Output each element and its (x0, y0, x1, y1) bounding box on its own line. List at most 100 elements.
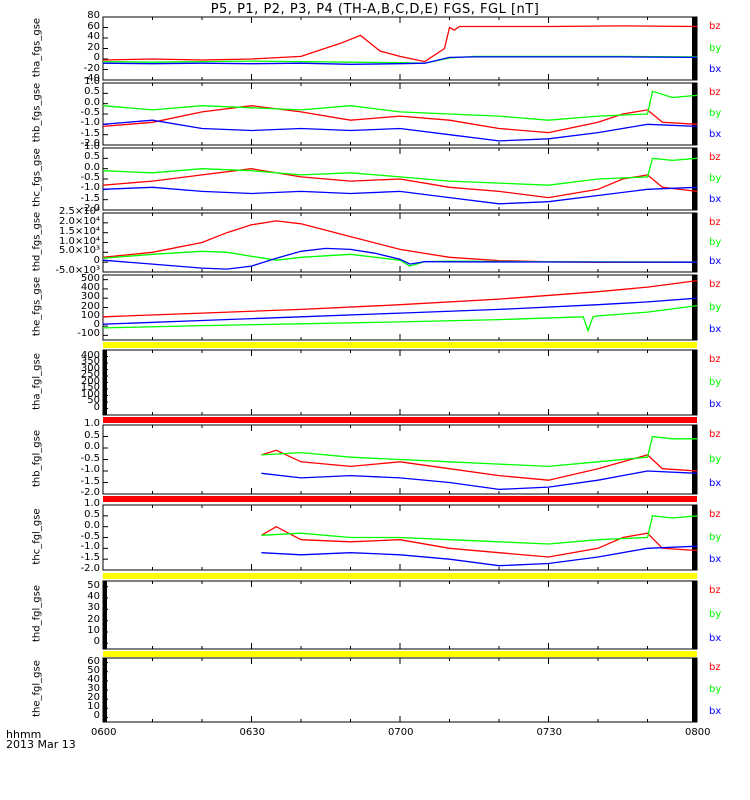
y-tick-label: 10 (87, 625, 100, 636)
y-tick-label: 0 (93, 319, 100, 331)
y-tick-label: 1.0×10⁴ (58, 235, 100, 247)
y-tick-label: 30 (87, 602, 100, 614)
y-tick-label: 300 (80, 362, 100, 374)
panel-frame (102, 657, 698, 723)
series-line-by (102, 157, 698, 186)
y-tick-label: -0.5 (80, 172, 100, 183)
y-tick-label: 0 (93, 401, 100, 413)
y-tick-label: 0.0 (84, 519, 100, 531)
y-tick-label: -1.0 (80, 541, 100, 553)
y-tick-label: -1.0 (80, 464, 100, 475)
panel-frame (102, 274, 698, 341)
y-tick-label: -2.0 (80, 138, 100, 149)
legend-entry-bz: bz (709, 87, 721, 98)
left-edge-ticks (103, 658, 107, 722)
y-tick-label: -0.5 (80, 530, 100, 542)
y-tick-label: -1.5 (80, 192, 100, 204)
y-tick-label: -2.0 (80, 487, 100, 498)
y-tick-label: 1.0 (84, 141, 100, 152)
series-line-bx (261, 545, 698, 567)
legend-entry-bx: bx (709, 64, 722, 75)
series-line-bx (102, 247, 698, 270)
series-line-by (261, 515, 698, 545)
y-axis-label: thd_fgs_gse (31, 211, 43, 271)
status-bar-segment (249, 417, 697, 423)
right-edge-ticks (692, 425, 697, 494)
y-axis-label: tha_fgl_gse (31, 352, 43, 410)
legend-entry-bz: bz (709, 429, 721, 440)
time-axis-unit-label: hhmm (6, 728, 42, 741)
legend-entry-by: by (709, 684, 722, 695)
y-tick-label: 1.0 (84, 418, 100, 429)
y-tick-label: 0 (93, 52, 100, 63)
x-tick-label: 0800 (685, 727, 711, 738)
y-tick-label: 2.5×10⁴ (58, 206, 100, 217)
y-tick-label: 1.5×10⁴ (58, 225, 100, 237)
y-tick-label: 350 (80, 356, 100, 367)
series-line-bx (102, 56, 698, 65)
legend-entry-by: by (709, 42, 722, 54)
y-tick-label: 20 (87, 41, 100, 53)
panel-frame (102, 212, 698, 273)
y-axis-label: thb_fgs_gse (31, 82, 43, 143)
legend-entry-bz: bz (709, 662, 721, 673)
status-bar-segment (249, 496, 697, 502)
y-tick-label: -2.0 (80, 563, 100, 574)
status-bar-segment (103, 342, 697, 348)
y-tick-label: 0.5 (84, 429, 100, 441)
y-tick-label: 1.0 (84, 498, 100, 509)
panel-frame (102, 349, 698, 416)
legend-entry-by: by (709, 173, 722, 184)
y-tick-label: 100 (80, 309, 100, 321)
legend-entry-by: by (709, 236, 722, 248)
y-tick-label: -1.0 (80, 117, 100, 129)
series-line-bz (102, 220, 697, 263)
y-tick-label: -100 (77, 328, 100, 340)
legend-entry-by: by (709, 376, 722, 388)
series-line-bx (261, 470, 698, 491)
right-edge-ticks (692, 83, 697, 145)
y-tick-label: -1.5 (80, 475, 100, 487)
y-tick-label: -40 (83, 73, 100, 84)
right-edge-ticks (692, 17, 697, 80)
y-tick-label: 0.5 (84, 151, 100, 163)
y-tick-label: 500 (80, 272, 100, 284)
y-tick-label: 400 (80, 281, 100, 293)
legend-entry-by: by (709, 301, 722, 313)
y-tick-label: 250 (80, 369, 100, 380)
right-edge-ticks (692, 350, 697, 415)
x-tick-label: 0700 (388, 727, 414, 738)
series-line-bz (261, 525, 698, 558)
y-tick-label: -1.0 (80, 182, 100, 194)
right-edge-ticks (692, 658, 697, 722)
legend-entry-bx: bx (709, 554, 722, 565)
y-tick-label: 20 (87, 692, 100, 704)
legend-entry-by: by (709, 531, 722, 543)
series-line-bx (102, 297, 698, 325)
y-tick-label: 0.0 (84, 96, 100, 108)
legend-entry-bz: bz (709, 585, 721, 596)
legend-entry-by: by (709, 108, 722, 119)
series-line-bz (102, 105, 698, 134)
legend-entry-bz: bz (709, 152, 721, 163)
y-tick-label: 400 (80, 349, 100, 361)
y-axis-label: thb_fgl_gse (31, 429, 43, 487)
y-tick-label: 0 (93, 636, 100, 648)
legend-entry-by: by (709, 609, 722, 620)
legend-entry-bx: bx (709, 194, 722, 205)
series-line-by (102, 304, 698, 333)
y-tick-label: -1.5 (80, 552, 100, 564)
right-edge-ticks (692, 148, 697, 210)
y-tick-label: 200 (80, 375, 100, 387)
right-edge-ticks (692, 581, 697, 649)
y-tick-label: 1.0 (84, 76, 100, 87)
y-tick-label: -2.0 (80, 203, 100, 214)
y-tick-label: -1.5 (80, 127, 100, 139)
y-axis-label: the_fgl_gse (31, 660, 43, 717)
status-bar-segment (103, 651, 697, 657)
legend-entry-bz: bz (709, 217, 721, 228)
y-tick-label: -0.5 (80, 452, 100, 464)
legend-entry-bx: bx (709, 633, 722, 644)
